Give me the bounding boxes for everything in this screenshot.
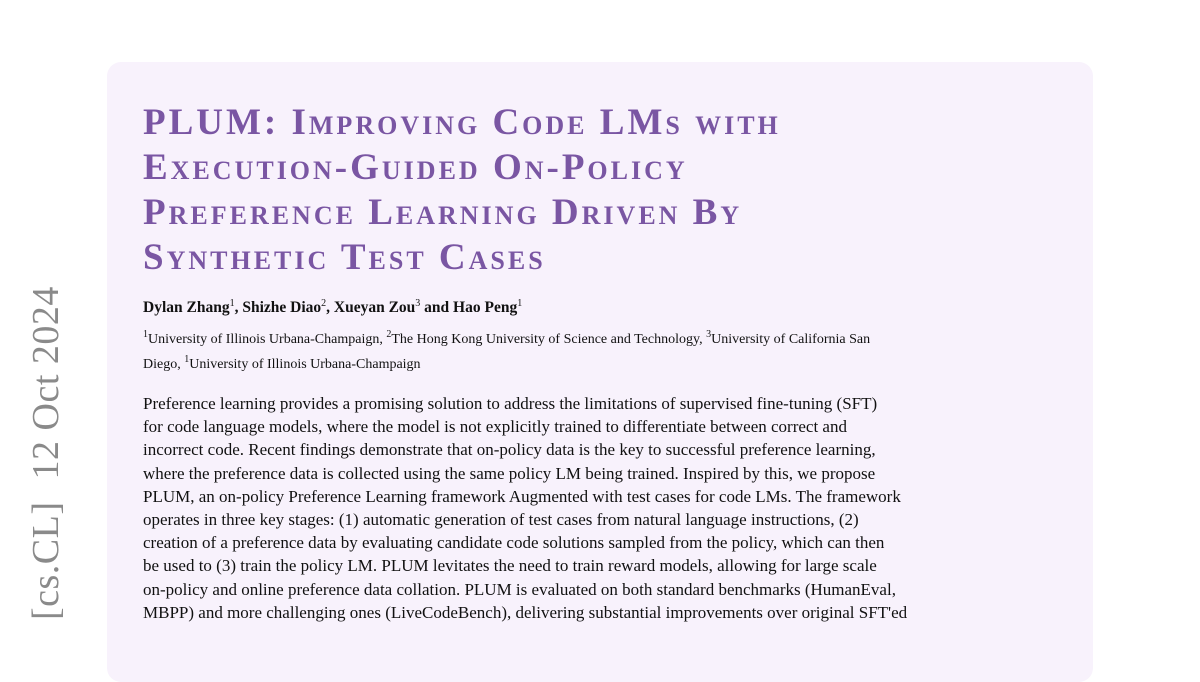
affiliation: The Hong Kong University of Science and … — [391, 332, 707, 347]
arxiv-stamp: [cs.CL] 12 Oct 2024 — [24, 264, 68, 620]
author-sup: 2 — [321, 298, 327, 309]
author-name: Dylan Zhang — [143, 299, 230, 316]
title-line: Synthetic Test Cases — [143, 237, 546, 278]
abstract-line: on-policy and online preference data col… — [143, 579, 896, 599]
author-sup: 3 — [415, 298, 421, 309]
sep: , — [234, 299, 243, 316]
title-line: Preference Learning Driven By — [143, 192, 743, 233]
author-name: Xueyan Zou — [333, 299, 416, 316]
abstract-line: creation of a preference data by evaluat… — [143, 533, 885, 553]
affil-sup: 1 — [184, 354, 190, 365]
affil-sup: 1 — [143, 329, 148, 340]
abstract-line: operates in three key stages: (1) automa… — [143, 510, 859, 530]
sep: , — [326, 299, 334, 316]
arxiv-date: 12 Oct 2024 — [25, 286, 67, 480]
affiliations: 1University of Illinois Urbana-Champaign… — [143, 325, 1023, 375]
author-name: Shizhe Diao — [242, 299, 322, 316]
title-line: PLUM: Improving Code LMs with — [143, 102, 781, 143]
abstract-line: MBPP) and more challenging ones (LiveCod… — [143, 602, 908, 622]
sep: and — [420, 299, 454, 316]
abstract-line: be used to (3) train the policy LM. PLUM… — [143, 556, 877, 576]
abstract-box — [107, 62, 1093, 682]
author-list: Dylan Zhang1, Shizhe Diao2, Xueyan Zou3 … — [143, 298, 522, 317]
author-name: Hao Peng — [453, 299, 518, 316]
paper-title: PLUM: Improving Code LMs with Execution-… — [143, 100, 1043, 280]
abstract-line: Preference learning provides a promising… — [143, 394, 878, 413]
affil-sup: 2 — [386, 329, 392, 340]
abstract-line: PLUM, an on-policy Preference Learning f… — [143, 486, 901, 506]
author-sup: 1 — [517, 298, 523, 309]
affiliation: Diego, — [143, 357, 185, 372]
affiliation: University of Illinois Urbana-Champaign — [189, 357, 421, 372]
abstract-line: incorrect code. Recent findings demonstr… — [143, 440, 876, 460]
title-line: Execution-Guided On-Policy — [143, 147, 688, 188]
arxiv-category: [cs.CL] — [25, 501, 67, 620]
abstract-line: where the preference data is collected u… — [143, 463, 876, 483]
affiliation: University of Illinois Urbana-Champaign, — [148, 332, 387, 347]
affil-sup: 3 — [706, 329, 712, 340]
affiliation: University of California San — [711, 332, 871, 347]
abstract: Preference learning provides a promising… — [143, 392, 1063, 624]
abstract-line: for code language models, where the mode… — [143, 417, 847, 437]
author-sup: 1 — [229, 298, 235, 309]
